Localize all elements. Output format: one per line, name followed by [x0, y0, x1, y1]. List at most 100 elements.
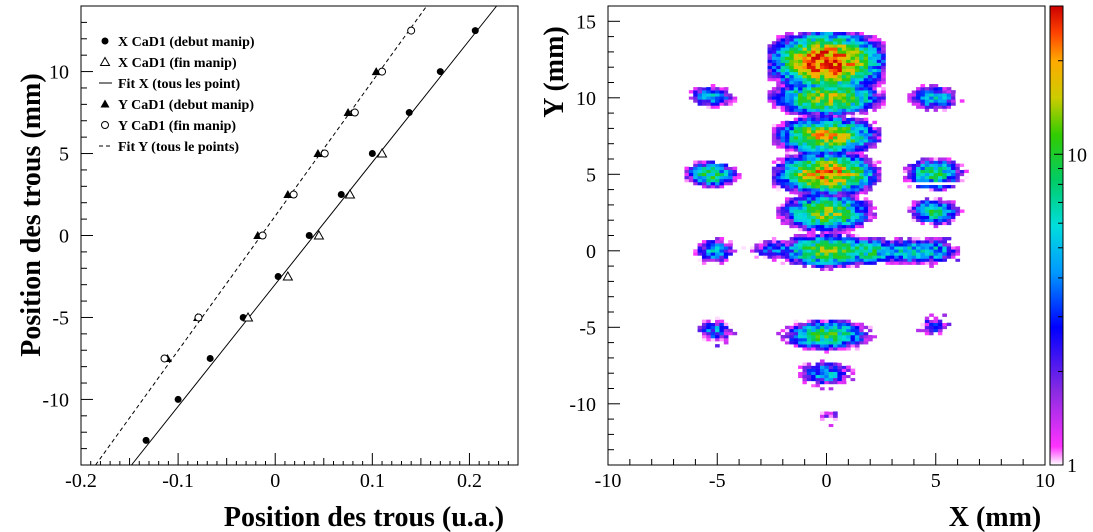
- heatmap-bin: [868, 191, 873, 195]
- heatmap-bin: [916, 160, 921, 164]
- heatmap-bin: [767, 38, 773, 42]
- heatmap-bin: [942, 108, 947, 112]
- heatmap-bin: [854, 341, 860, 345]
- heatmap-bin: [850, 77, 856, 82]
- heatmap-bin: [811, 56, 816, 60]
- heatmap-bin: [815, 74, 821, 79]
- heatmap-bin: [859, 325, 864, 330]
- heatmap-bin: [885, 261, 891, 265]
- heatmap-bin: [784, 255, 790, 259]
- heatmap-bin: [780, 261, 786, 265]
- heatmap-bin: [854, 68, 860, 73]
- heatmap-bin: [828, 139, 834, 143]
- heatmap-bin: [811, 227, 816, 232]
- heatmap-bin: [841, 157, 847, 161]
- heatmap-bin: [780, 166, 786, 171]
- heatmap-bin: [916, 252, 921, 256]
- heatmap-bin: [824, 341, 829, 345]
- heatmap-bin: [833, 249, 838, 253]
- heatmap-bin: [876, 160, 882, 164]
- heatmap-bin: [833, 252, 838, 256]
- heatmap-bin: [701, 96, 707, 100]
- heatmap-bin: [868, 178, 873, 183]
- heatmap-bin: [693, 93, 698, 97]
- heatmap-bin: [859, 136, 864, 140]
- heatmap-bin: [933, 209, 939, 213]
- heatmap-bin: [715, 252, 720, 256]
- heatmap-bin: [715, 258, 720, 262]
- heatmap-bin: [863, 246, 869, 250]
- heatmap-bin: [811, 102, 816, 106]
- heatmap-bin: [776, 65, 781, 70]
- heatmap-bin: [828, 80, 834, 85]
- heatmap-bin: [837, 93, 843, 97]
- heatmap-bin: [798, 209, 803, 213]
- heatmap-bin: [763, 255, 768, 259]
- heatmap-bin: [920, 166, 926, 171]
- heatmap-bin: [784, 71, 790, 76]
- heatmap-bin: [815, 56, 821, 60]
- heatmap-bin: [798, 341, 803, 345]
- heatmap-bin: [863, 62, 869, 66]
- heatmap-bin: [710, 178, 716, 183]
- heatmap-bin: [876, 90, 882, 94]
- heatmap-bin: [771, 237, 777, 241]
- heatmap-bin: [701, 325, 707, 330]
- heatmap-bin: [916, 206, 921, 210]
- heatmap-bin: [784, 87, 790, 91]
- heatmap-bin: [929, 169, 934, 174]
- heatmap-bin: [854, 246, 860, 250]
- heatmap-bin: [767, 77, 773, 82]
- heatmap-bin: [811, 347, 816, 351]
- heatmap-bin: [841, 99, 847, 103]
- heatmap-bin: [802, 221, 808, 226]
- heatmap-bin: [815, 166, 821, 171]
- heatmap-bin: [701, 331, 707, 336]
- heatmap-bin: [854, 169, 860, 174]
- heatmap-bin: [911, 188, 917, 192]
- heatmap-bin: [811, 319, 816, 324]
- heatmap-bin: [850, 117, 856, 122]
- heatmap-bin: [776, 68, 781, 73]
- heatmap-bin: [929, 255, 934, 259]
- heatmap-bin: [911, 163, 917, 167]
- heatmap-bin: [715, 240, 720, 244]
- heatmap-bin: [828, 215, 834, 219]
- heatmap-bin: [732, 169, 738, 174]
- right-x-tick-label: 0: [822, 470, 832, 492]
- heatmap-bin: [833, 114, 838, 118]
- heatmap-bin: [841, 258, 847, 262]
- heatmap-bin: [872, 142, 878, 146]
- heatmap-bin: [811, 322, 816, 327]
- heatmap-bin: [780, 224, 786, 229]
- heatmap-bin: [942, 172, 947, 177]
- heatmap-bin: [815, 154, 821, 158]
- heatmap-bin: [859, 132, 864, 137]
- heatmap-bin: [859, 328, 864, 333]
- heatmap-bin: [929, 200, 934, 204]
- heatmap-bin: [771, 96, 777, 100]
- heatmap-bin: [784, 123, 790, 128]
- heatmap-bin: [924, 215, 930, 219]
- heatmap-bin: [841, 126, 847, 131]
- heatmap-bin: [929, 96, 934, 100]
- heatmap-bin: [833, 62, 838, 66]
- heatmap-bin: [837, 237, 843, 241]
- heatmap-bin: [806, 255, 812, 259]
- heatmap-bin: [784, 338, 790, 342]
- heatmap-bin: [789, 47, 795, 51]
- heatmap-bin: [828, 56, 834, 60]
- heatmap-bin: [811, 47, 816, 51]
- heatmap-bin: [789, 191, 795, 195]
- heatmap-bin: [728, 102, 733, 106]
- heatmap-bin: [828, 93, 834, 97]
- heatmap-bin: [846, 246, 851, 250]
- heatmap-bin: [802, 62, 808, 66]
- heatmap-bin: [776, 126, 781, 131]
- heatmap-bin: [754, 255, 760, 259]
- heatmap-bin: [828, 338, 834, 342]
- heatmap-bin: [837, 368, 843, 372]
- heatmap-bin: [719, 243, 725, 247]
- heatmap-bin: [837, 328, 843, 333]
- heatmap-bin: [824, 368, 829, 372]
